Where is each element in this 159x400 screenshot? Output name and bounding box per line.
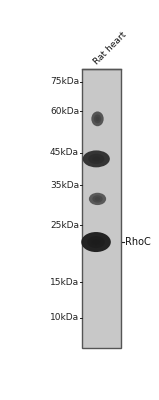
Ellipse shape [87, 236, 105, 248]
Text: 25kDa: 25kDa [50, 221, 79, 230]
Text: 10kDa: 10kDa [50, 313, 79, 322]
Text: 15kDa: 15kDa [50, 278, 79, 286]
Ellipse shape [95, 197, 100, 201]
Ellipse shape [94, 114, 101, 123]
Ellipse shape [89, 193, 106, 205]
Text: Rat heart: Rat heart [92, 30, 129, 66]
Text: 35kDa: 35kDa [50, 180, 79, 190]
Ellipse shape [92, 156, 100, 162]
Ellipse shape [92, 239, 100, 245]
Text: 60kDa: 60kDa [50, 107, 79, 116]
Ellipse shape [92, 195, 103, 203]
Ellipse shape [91, 112, 104, 126]
Ellipse shape [83, 150, 110, 167]
Text: 75kDa: 75kDa [50, 77, 79, 86]
Ellipse shape [88, 154, 104, 164]
Ellipse shape [81, 232, 111, 252]
Text: RhoC: RhoC [125, 237, 151, 247]
Text: 45kDa: 45kDa [50, 148, 79, 157]
Ellipse shape [96, 117, 99, 121]
Bar [82, 69, 121, 348]
